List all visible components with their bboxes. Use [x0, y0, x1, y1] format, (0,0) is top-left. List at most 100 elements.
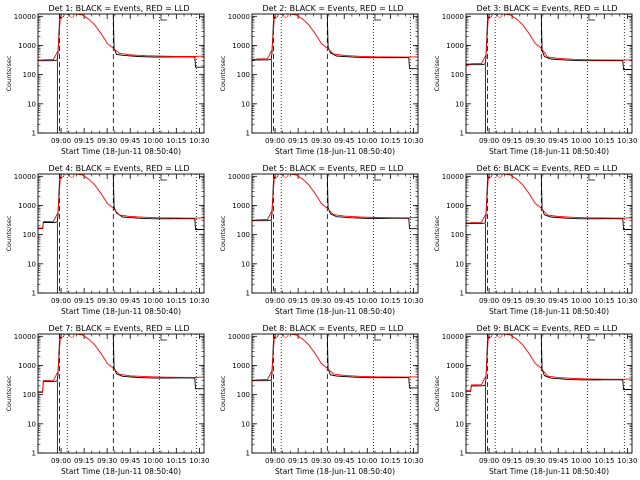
panel-title: Det 4: BLACK = Events, RED = LLD	[49, 164, 190, 173]
x-tick-label: 09:00	[265, 297, 285, 305]
panel-frame	[37, 333, 205, 454]
x-tick-label: 10:00	[357, 137, 377, 145]
x-axis-label: Start Time (18-Jun-11 08:50:40)	[61, 147, 181, 156]
y-tick-label: 1000	[232, 362, 250, 370]
saturation-marker	[59, 14, 65, 18]
y-tick-label: 10	[455, 100, 464, 108]
x-tick-label: 09:45	[120, 137, 140, 145]
y-axis-label: Counts/sec	[219, 55, 227, 91]
y-tick-label: 10	[455, 420, 464, 428]
panel-det-9: Det 9: BLACK = Events, RED = LLD Counts/s…	[433, 324, 637, 476]
events-series-line	[326, 335, 418, 389]
panel-title: Det 8: BLACK = Events, RED = LLD	[263, 324, 404, 333]
panel-det-5: Det 5: BLACK = Events, RED = LLD Counts/s…	[219, 164, 423, 316]
x-tick-label: 09:15	[288, 137, 308, 145]
saturation-marker	[59, 334, 65, 338]
y-tick-label: 1000	[446, 362, 464, 370]
panel-frame	[465, 173, 633, 294]
panel-title: Det 3: BLACK = Events, RED = LLD	[477, 4, 618, 13]
x-tick-label: 10:00	[143, 457, 163, 465]
x-tick-label: 09:15	[502, 457, 522, 465]
y-tick-label: 100	[451, 71, 464, 79]
panel-frame	[37, 173, 205, 294]
x-axis-label: Start Time (18-Jun-11 08:50:40)	[489, 147, 609, 156]
panel-det-3: Det 3: BLACK = Events, RED = LLD Counts/s…	[433, 4, 637, 156]
x-tick-label: 09:00	[479, 137, 499, 145]
panel-frame	[37, 13, 205, 134]
x-tick-label: 10:30	[403, 297, 423, 305]
y-tick-label: 1	[460, 290, 464, 298]
x-tick-label: 10:00	[571, 137, 591, 145]
x-axis-label: Start Time (18-Jun-11 08:50:40)	[489, 467, 609, 476]
y-tick-label: 10000	[14, 13, 36, 21]
y-tick-label: 100	[451, 231, 464, 239]
lld-series-line	[38, 334, 63, 393]
lld-series-line	[65, 14, 204, 57]
x-tick-label: 10:15	[594, 297, 614, 305]
x-tick-label: 09:30	[525, 297, 545, 305]
panel-title: Det 7: BLACK = Events, RED = LLD	[49, 324, 190, 333]
y-axis-label: Counts/sec	[433, 375, 441, 411]
lld-series-line	[466, 14, 491, 65]
events-series-line	[466, 174, 490, 225]
top-marker	[588, 334, 596, 341]
y-tick-label: 1	[246, 130, 250, 138]
y-tick-label: 10	[241, 100, 250, 108]
panel-title: Det 9: BLACK = Events, RED = LLD	[477, 324, 618, 333]
x-tick-label: 09:00	[51, 457, 71, 465]
x-tick-label: 10:30	[617, 457, 637, 465]
x-tick-label: 09:30	[311, 297, 331, 305]
panel-plot-area	[252, 14, 418, 133]
saturation-marker	[487, 334, 493, 338]
saturation-marker	[497, 174, 503, 178]
y-tick-label: 1	[32, 450, 36, 458]
panel-frame	[251, 173, 419, 294]
x-tick-label: 09:30	[97, 457, 117, 465]
y-tick-label: 10	[241, 420, 250, 428]
panel-frame	[251, 333, 419, 454]
x-tick-label: 10:15	[166, 457, 186, 465]
y-axis-label: Counts/sec	[433, 55, 441, 91]
panel-frame	[251, 13, 419, 134]
y-tick-label: 100	[237, 71, 250, 79]
events-series-line	[38, 174, 62, 230]
x-tick-label: 09:30	[525, 137, 545, 145]
y-tick-label: 1	[246, 290, 250, 298]
x-axis-label: Start Time (18-Jun-11 08:50:40)	[275, 467, 395, 476]
y-tick-label: 10	[241, 260, 250, 268]
panel-title: Det 6: BLACK = Events, RED = LLD	[477, 164, 618, 173]
x-tick-label: 10:00	[143, 137, 163, 145]
panel-plot-area	[466, 334, 632, 453]
saturation-marker	[59, 174, 65, 178]
y-tick-label: 10000	[228, 13, 250, 21]
y-tick-label: 100	[451, 391, 464, 399]
events-series-line	[112, 175, 204, 230]
x-tick-label: 10:15	[380, 137, 400, 145]
saturation-marker	[283, 334, 289, 338]
y-tick-label: 10000	[14, 173, 36, 181]
y-tick-label: 10	[27, 260, 36, 268]
events-series-line	[252, 334, 276, 382]
y-tick-label: 1000	[232, 42, 250, 50]
lld-series-line	[493, 334, 632, 380]
x-tick-label: 10:15	[166, 137, 186, 145]
y-tick-label: 1	[460, 130, 464, 138]
y-tick-label: 10	[27, 100, 36, 108]
events-series-line	[326, 175, 418, 230]
y-tick-label: 1000	[18, 362, 36, 370]
events-series-line	[252, 174, 276, 222]
y-tick-label: 10	[27, 420, 36, 428]
x-tick-label: 09:15	[288, 297, 308, 305]
x-tick-label: 09:00	[265, 137, 285, 145]
x-tick-label: 09:30	[97, 137, 117, 145]
x-tick-label: 09:00	[479, 457, 499, 465]
panel-det-4: Det 4: BLACK = Events, RED = LLD Counts/s…	[5, 164, 209, 316]
events-series-line	[112, 15, 204, 68]
lld-series-line	[252, 174, 277, 221]
y-axis-label: Counts/sec	[5, 55, 13, 91]
x-tick-label: 10:30	[189, 297, 209, 305]
x-tick-label: 09:45	[548, 137, 568, 145]
events-series-line	[540, 175, 632, 230]
events-series-line	[540, 15, 632, 70]
y-axis-label: Counts/sec	[219, 215, 227, 251]
